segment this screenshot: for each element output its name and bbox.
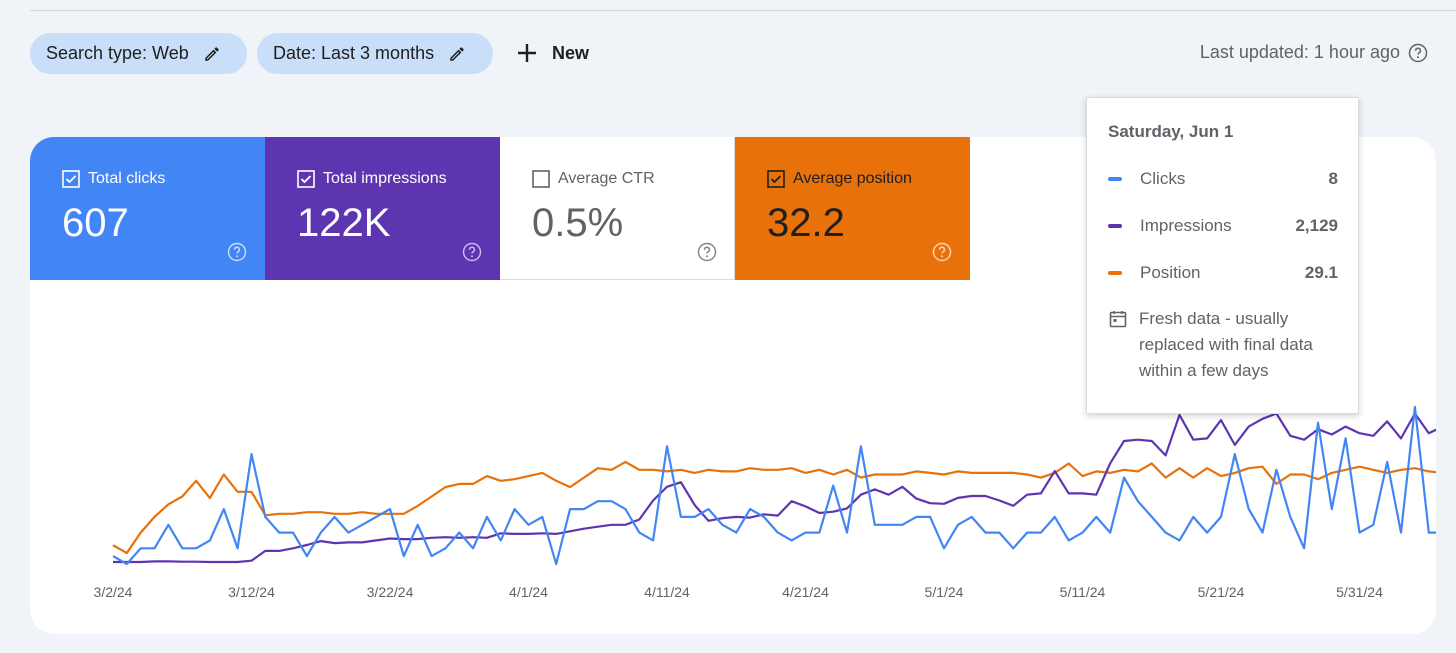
plus-icon xyxy=(516,42,538,64)
x-tick-label: 4/1/24 xyxy=(509,584,548,600)
average-ctr-metric[interactable]: Average CTR 0.5% xyxy=(500,137,735,280)
edit-pencil-icon[interactable] xyxy=(448,45,466,63)
x-tick-label: 3/22/24 xyxy=(367,584,414,600)
position-legend-marker xyxy=(1108,271,1122,275)
tooltip-row-value: 2,129 xyxy=(1295,216,1338,235)
x-tick-label: 4/21/24 xyxy=(782,584,829,600)
average-position-metric[interactable]: Average position 32.2 xyxy=(735,137,970,280)
help-icon[interactable] xyxy=(462,242,482,262)
metric-value: 32.2 xyxy=(767,201,845,245)
tooltip-row-name: Impressions xyxy=(1140,216,1232,235)
series-line-clicks xyxy=(112,405,1436,566)
x-tick-label: 3/12/24 xyxy=(228,584,275,600)
clicks-legend-marker xyxy=(1108,177,1122,181)
tooltip-row-name: Position xyxy=(1140,263,1201,282)
x-tick-label: 4/11/24 xyxy=(644,584,690,600)
search-type-filter-chip[interactable]: Search type: Web xyxy=(30,33,247,74)
metric-label: Average CTR xyxy=(558,170,655,187)
checkbox-checked-icon[interactable] xyxy=(62,170,80,188)
last-updated-text: Last updated: 1 hour ago xyxy=(1199,42,1400,62)
tooltip-row-value: 8 xyxy=(1328,169,1338,188)
metric-label: Total impressions xyxy=(323,170,447,187)
total-impressions-metric[interactable]: Total impressions 122K xyxy=(265,137,500,280)
top-divider xyxy=(30,10,1456,11)
edit-pencil-icon[interactable] xyxy=(203,45,221,63)
help-icon[interactable] xyxy=(932,242,952,262)
new-filter-button[interactable]: New xyxy=(516,36,589,70)
tooltip-row-value: 29.1 xyxy=(1304,263,1338,282)
x-tick-label: 5/1/24 xyxy=(925,584,964,600)
tooltip-row-position: Position 29.1 xyxy=(1108,261,1338,285)
help-icon[interactable] xyxy=(1408,43,1428,63)
metric-value: 0.5% xyxy=(532,201,624,245)
date-filter-chip[interactable]: Date: Last 3 months xyxy=(257,33,493,74)
metric-value: 122K xyxy=(297,201,391,245)
series-line-position xyxy=(112,460,1436,555)
series-line-impressions xyxy=(113,412,1436,564)
checkbox-checked-icon[interactable] xyxy=(767,170,785,188)
total-clicks-metric[interactable]: Total clicks 607 xyxy=(30,137,265,280)
impressions-legend-marker xyxy=(1108,224,1122,228)
performance-chart: 3/2/24 3/12/24 3/22/24 4/1/24 4/11/24 4/21/24… xyxy=(94,405,1436,600)
x-tick-label: 3/2/24 xyxy=(94,584,133,600)
checkbox-checked-icon[interactable] xyxy=(297,170,315,188)
tooltip-row-clicks: Clicks 8 xyxy=(1108,167,1338,191)
tooltip-row-name: Clicks xyxy=(1140,169,1186,188)
tooltip-date: Saturday, Jun 1 xyxy=(1108,122,1234,141)
x-tick-label: 5/21/24 xyxy=(1198,584,1245,600)
tooltip-row-impressions: Impressions 2,129 xyxy=(1108,214,1338,238)
metric-label: Total clicks xyxy=(88,170,166,187)
metric-value: 607 xyxy=(62,201,129,245)
fresh-data-text: Fresh data - usually replaced with final… xyxy=(1139,309,1313,380)
search-type-label: Search type: Web xyxy=(46,43,189,63)
calendar-icon xyxy=(1108,306,1128,384)
chart-tooltip: Saturday, Jun 1 Clicks 8 Impressions 2,1… xyxy=(1086,97,1359,414)
help-icon[interactable] xyxy=(697,242,717,262)
metric-label: Average position xyxy=(793,170,912,187)
checkbox-unchecked-icon[interactable] xyxy=(532,170,550,188)
tooltip-fresh-data-note: Fresh data - usually replaced with final… xyxy=(1108,306,1343,384)
new-label: New xyxy=(552,42,590,63)
date-range-label: Date: Last 3 months xyxy=(273,43,435,63)
last-updated-status: Last updated: 1 hour ago xyxy=(1200,42,1428,63)
x-tick-label: 5/31/24 xyxy=(1336,584,1383,600)
x-tick-label: 5/11/24 xyxy=(1060,584,1106,600)
help-icon[interactable] xyxy=(227,242,247,262)
